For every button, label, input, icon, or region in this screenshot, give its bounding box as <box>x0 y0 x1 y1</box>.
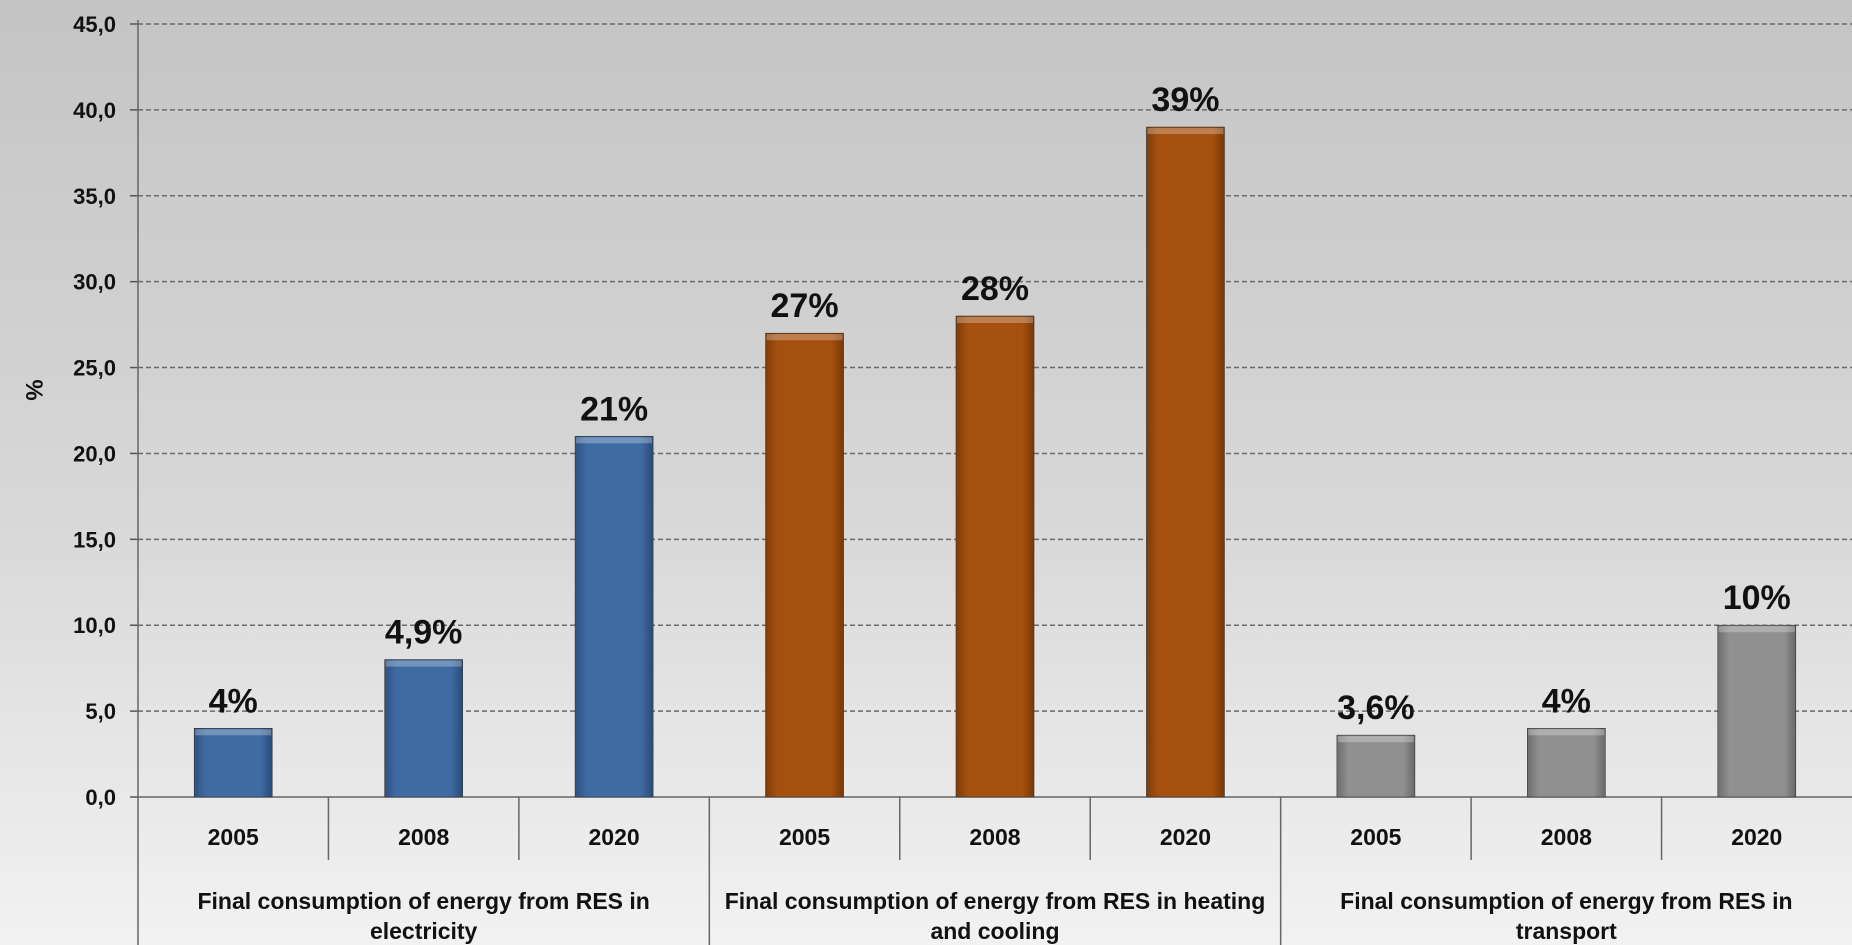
data-label: 4% <box>1542 682 1591 720</box>
x-tick-label: 2020 <box>589 824 640 850</box>
bar <box>574 435 654 798</box>
bar <box>384 659 463 798</box>
y-tick-label: 45,0 <box>73 12 116 37</box>
y-tick-label: 30,0 <box>73 270 116 295</box>
data-label: 28% <box>961 270 1029 308</box>
data-label: 27% <box>771 287 839 325</box>
y-tick-label: 15,0 <box>73 527 116 552</box>
bar-highlight <box>576 437 653 444</box>
bar-highlight <box>385 660 462 667</box>
data-label: 10% <box>1723 579 1791 617</box>
x-tick-label: 2020 <box>1731 824 1782 850</box>
data-label: 21% <box>580 390 648 428</box>
x-tick-label: 2020 <box>1160 824 1211 850</box>
group-label: electricity <box>370 918 478 944</box>
bar <box>1527 727 1606 798</box>
data-label: 4,9% <box>385 614 463 652</box>
bar-highlight <box>1718 626 1795 633</box>
data-label: 3,6% <box>1337 689 1415 727</box>
y-axis-title: % <box>20 379 47 400</box>
bar <box>1146 126 1225 798</box>
y-tick-label: 10,0 <box>73 613 116 638</box>
group-label: Final consumption of energy from RES in … <box>725 888 1266 914</box>
data-label: 4% <box>209 682 258 720</box>
group-label: Final consumption of energy from RES in <box>197 888 649 914</box>
bar <box>765 332 844 798</box>
labels: 0,0 5,0 10,0 15,0 20,0 25,0 30,0 35,0 40,0 45,0 4%… <box>73 12 1792 944</box>
bar-highlight <box>195 729 272 736</box>
bar <box>1336 734 1416 798</box>
bar <box>1717 624 1797 798</box>
bar-highlight <box>1337 736 1414 743</box>
y-tick-label: 40,0 <box>73 98 116 123</box>
bar <box>193 727 273 798</box>
x-tick-label: 2005 <box>1350 824 1401 850</box>
x-tick-label: 2008 <box>398 824 449 850</box>
y-tick-label: 20,0 <box>73 441 116 466</box>
group-label: transport <box>1516 918 1617 944</box>
x-tick-label: 2005 <box>208 824 259 850</box>
y-tick-label: 0,0 <box>85 785 116 810</box>
bar-highlight <box>766 334 843 341</box>
x-tick-label: 2008 <box>969 824 1020 850</box>
bar-highlight <box>1147 128 1224 135</box>
y-tick-label: 35,0 <box>73 184 116 209</box>
y-tick-label: 25,0 <box>73 356 116 381</box>
bars <box>193 126 1797 798</box>
data-label: 39% <box>1151 81 1219 119</box>
bar <box>955 315 1035 798</box>
bar-highlight <box>1528 729 1605 736</box>
x-tick-label: 2005 <box>779 824 830 850</box>
group-label: and cooling <box>930 918 1059 944</box>
x-tick-label: 2008 <box>1541 824 1592 850</box>
bar-highlight <box>957 317 1033 324</box>
y-tick-label: 5,0 <box>85 699 116 724</box>
group-label: Final consumption of energy from RES in <box>1340 888 1792 914</box>
